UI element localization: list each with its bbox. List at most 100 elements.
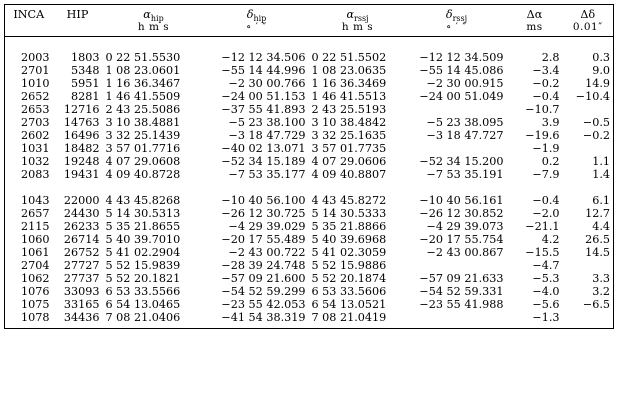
table-row: 2657 24430 5 14 30.5313 −26 12 30.725 5 14 3…: [5, 207, 614, 220]
cell-alpha-hip: 5 52 15.9839: [105, 259, 181, 272]
cell-delta-hip: −37 55 41.893: [221, 103, 306, 116]
unit-delta-hip: ∘ ′ ″: [204, 21, 309, 37]
cell-delta-delta: −10.4: [575, 90, 610, 103]
cell-hip: 12716: [63, 103, 100, 116]
cell-delta-hip: −54 52 59.299: [221, 285, 306, 298]
cell-delta-rssj: [407, 103, 507, 116]
cell-delta-hip: −10 40 56.100: [221, 194, 306, 207]
cell-hip: 27727: [63, 259, 100, 272]
cell-alpha-rssj: 4 43 45.8272: [311, 194, 387, 207]
unit-inca: [4, 21, 53, 37]
cell-alpha-rssj: 1 46 41.5513: [311, 90, 387, 103]
group-separator: [5, 181, 614, 194]
cell-delta-delta: 14.5: [585, 246, 610, 259]
cell-hip: 8281: [71, 90, 100, 103]
cell-alpha-hip: 5 40 39.7010: [105, 233, 181, 246]
cell-inca: 2652: [21, 90, 50, 103]
cell-delta-hip: −7 53 35.177: [228, 168, 306, 181]
cell-delta-delta: 26.5: [585, 233, 610, 246]
cell-delta-hip: −55 14 44.996: [221, 64, 306, 77]
table-row: 1043 22000 4 43 45.8268 −10 40 56.100 4 43 4…: [5, 194, 614, 207]
cell-delta-delta: 3.3: [592, 272, 610, 285]
table-header: INCA HIP αhip δhip αrssj δrssj Δα Δδ h m…: [4, 5, 614, 37]
cell-hip: 5348: [71, 64, 100, 77]
delta-hip-symbol: δ: [246, 8, 254, 21]
cell-inca: 1062: [21, 272, 50, 285]
cell-delta-hip: −12 12 34.506: [221, 51, 306, 64]
cell-delta-hip: −24 00 51.153: [221, 90, 306, 103]
cell-alpha-rssj: 5 40 39.6968: [311, 233, 387, 246]
cell-inca: 2653: [21, 103, 50, 116]
cell-delta-alpha: −10.7: [525, 103, 560, 116]
cell-delta-alpha: 3.9: [541, 116, 560, 129]
col-header-alpha-hip: αhip: [103, 5, 205, 23]
cell-delta-alpha: 2.8: [541, 51, 560, 64]
cell-alpha-hip: 0 22 51.5530: [105, 51, 181, 64]
cell-alpha-hip: 5 41 02.2904: [105, 246, 181, 259]
cell-alpha-hip: 2 43 25.5086: [105, 103, 181, 116]
cell-delta-delta: [563, 103, 614, 116]
cell-hip: 26233: [63, 220, 100, 233]
cell-alpha-hip: 3 10 38.4881: [105, 116, 181, 129]
cell-delta-rssj: −3 18 47.727: [426, 129, 504, 142]
cell-hip: 19431: [63, 168, 100, 181]
cell-alpha-hip: 1 46 41.5509: [105, 90, 181, 103]
cell-alpha-rssj: 6 53 33.5606: [311, 285, 387, 298]
cell-alpha-hip: 3 57 01.7716: [105, 142, 181, 155]
cell-delta-delta: 4.4: [592, 220, 610, 233]
table-row: 1060 26714 5 40 39.7010 −20 17 55.489 5 40 3…: [5, 233, 614, 246]
cell-alpha-hip: 4 09 40.8728: [105, 168, 181, 181]
cell-inca: 2657: [21, 207, 50, 220]
cell-delta-delta: 0.3: [592, 51, 610, 64]
cell-alpha-hip: 4 07 29.0608: [105, 155, 181, 168]
delta-hip-subscript: hip: [253, 14, 267, 23]
cell-alpha-rssj: 5 41 02.3059: [311, 246, 387, 259]
cell-inca: 2083: [21, 168, 50, 181]
cell-delta-hip: −2 43 00.722: [228, 246, 306, 259]
cell-hip: 27737: [63, 272, 100, 285]
cell-inca: 2003: [21, 51, 50, 64]
cell-alpha-hip: 6 54 13.0465: [105, 298, 181, 311]
cell-alpha-rssj: 5 52 20.1874: [311, 272, 387, 285]
cell-alpha-rssj: 2 43 25.5193: [311, 103, 387, 116]
cell-inca: 1076: [21, 285, 50, 298]
cell-inca: 1032: [21, 155, 50, 168]
alpha-rssj-symbol: α: [346, 8, 355, 21]
cell-hip: 5951: [71, 77, 100, 90]
table-row: 2653 12716 2 43 25.5086 −37 55 41.893 2 43 2…: [5, 103, 614, 116]
unit-hip: [52, 21, 103, 37]
table-row: 1031 18482 3 57 01.7716 −40 02 13.071 3 57 0…: [5, 142, 614, 155]
cell-delta-alpha: −5.6: [532, 298, 560, 311]
unit-alpha-hip: h m s: [102, 21, 205, 37]
cell-alpha-rssj: 0 22 51.5502: [311, 51, 387, 64]
cell-delta-hip: −20 17 55.489: [221, 233, 306, 246]
cell-delta-rssj: −54 52 59.331: [419, 285, 504, 298]
cell-alpha-rssj: 5 52 15.9886: [311, 259, 387, 272]
col-header-delta-hip: δhip: [205, 5, 309, 23]
table-row: 2704 27727 5 52 15.9839 −28 39 24.748 5 52 1…: [5, 259, 614, 272]
cell-delta-rssj: −26 12 30.852: [419, 207, 504, 220]
table-row: 1032 19248 4 07 29.0608 −52 34 15.189 4 07 2…: [5, 155, 614, 168]
cell-delta-hip: −26 12 30.725: [221, 207, 306, 220]
cell-delta-hip: −57 09 21.600: [221, 272, 306, 285]
cell-delta-delta: 14.9: [585, 77, 610, 90]
cell-delta-rssj: −57 09 21.633: [419, 272, 504, 285]
unit-delta-rssj: ∘ ′ ″: [406, 21, 507, 37]
cell-delta-rssj: −2 30 00.915: [426, 77, 504, 90]
astrometry-table: INCA HIP αhip δhip αrssj δrssj Δα Δδ h m…: [4, 4, 614, 329]
cell-delta-hip: −3 18 47.729: [228, 129, 306, 142]
cell-alpha-hip: 1 08 23.0601: [105, 64, 181, 77]
cell-delta-alpha: −0.4: [532, 90, 560, 103]
cell-inca: 1078: [21, 311, 50, 324]
cell-delta-alpha: −4.0: [532, 285, 560, 298]
table-body: 2003 1803 0 22 51.5530 −12 12 34.506 0 22 51…: [5, 37, 614, 329]
cell-alpha-rssj: 7 08 21.0419: [311, 311, 387, 324]
cell-delta-rssj: [407, 311, 507, 329]
cell-delta-rssj: −23 55 41.988: [419, 298, 504, 311]
cell-delta-delta: 12.7: [585, 207, 610, 220]
cell-inca: 1061: [21, 246, 50, 259]
alpha-hip-subscript: hip: [150, 14, 164, 23]
cell-delta-rssj: −2 43 00.867: [426, 246, 504, 259]
cell-delta-delta: 1.4: [592, 168, 610, 181]
table-row: 1062 27737 5 52 20.1821 −57 09 21.600 5 52 2…: [5, 272, 614, 285]
